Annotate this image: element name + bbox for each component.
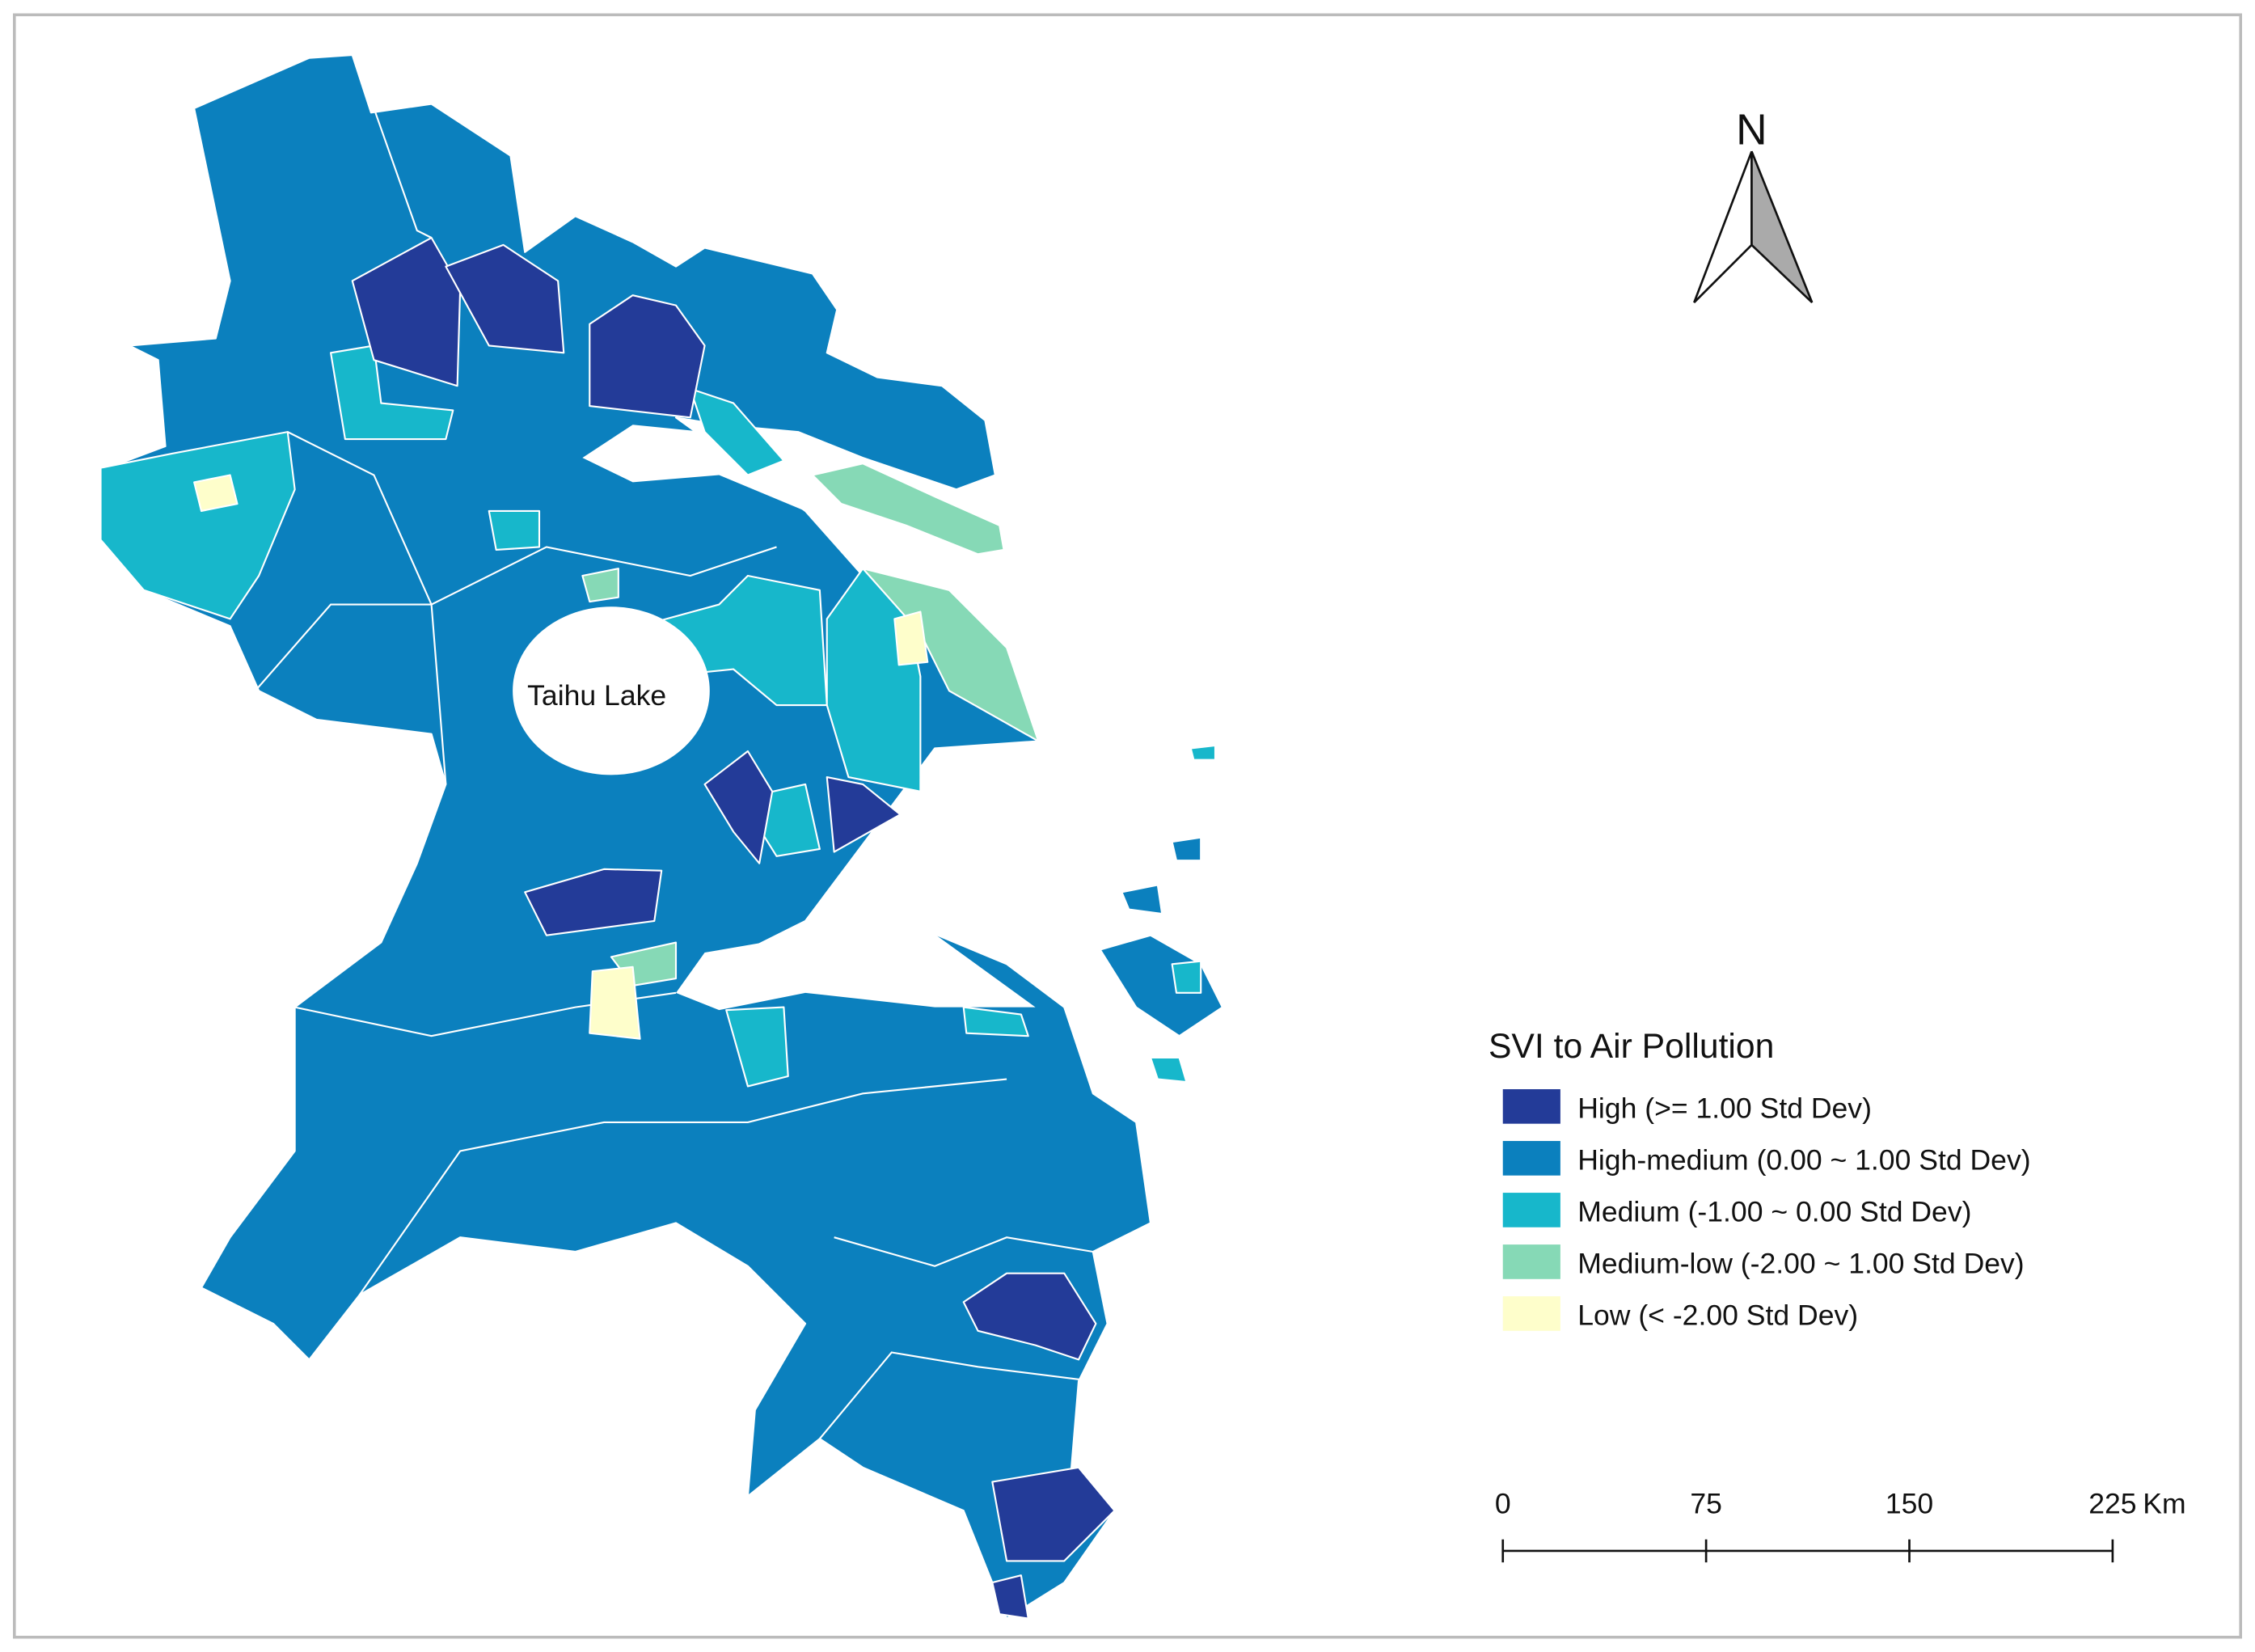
north-label: N [1736,106,1767,154]
lake-label: Taihu Lake [527,679,666,712]
legend-swatch [1502,1141,1560,1176]
scale-label: 225 [2088,1488,2136,1520]
region [893,611,929,666]
region [193,474,239,513]
legend: High (>= 1.00 Std Dev) High-medium (0.00 … [1502,1089,2031,1332]
region [99,54,1152,1620]
scale-label: 0 [1495,1488,1511,1520]
island [1171,836,1202,862]
region [524,868,663,936]
island [1121,884,1163,915]
region [589,965,641,1040]
legend-label: Low (< -2.00 Std Dev) [1577,1299,1858,1332]
river [582,425,1007,605]
regions [99,54,1223,1620]
region [991,1574,1029,1620]
legend-swatch [1502,1296,1560,1331]
region [826,775,902,853]
region [589,294,706,419]
scale-bar: 0 75 150 225 Km [1495,1488,2186,1563]
island [1171,960,1202,994]
legend-swatch [1502,1193,1560,1227]
island [1189,744,1217,761]
region [351,236,462,387]
north-arrow: N [1693,106,1814,304]
lake [513,606,710,775]
legend-label: Medium (-1.00 ~ 0.00 Std Dev) [1577,1196,1971,1228]
region [689,387,785,476]
region [581,568,619,603]
bay [675,923,1036,1011]
legend-label: High (>= 1.00 Std Dev) [1577,1092,1872,1125]
scale-label: 75 [1690,1488,1722,1520]
region [962,1006,1029,1037]
legend-label: High-medium (0.00 ~ 1.00 Std Dev) [1577,1144,2030,1177]
region [725,1006,789,1088]
scale-label: 150 [1886,1488,1933,1520]
arrow-right [1750,150,1814,304]
legend-label: Medium-low (-2.00 ~ 1.00 Std Dev) [1577,1248,2024,1280]
island [1099,934,1223,1037]
region [811,463,1005,556]
legend-swatch [1502,1244,1560,1279]
region [991,1466,1116,1562]
scale-unit: Km [2143,1488,2185,1520]
region [99,431,296,620]
region [445,243,565,354]
region [962,1272,1097,1361]
legend-title: SVI to Air Pollution [1489,1027,1774,1066]
legend-swatch [1502,1089,1560,1124]
region [488,509,541,551]
island [1149,1056,1188,1084]
region [703,750,774,864]
